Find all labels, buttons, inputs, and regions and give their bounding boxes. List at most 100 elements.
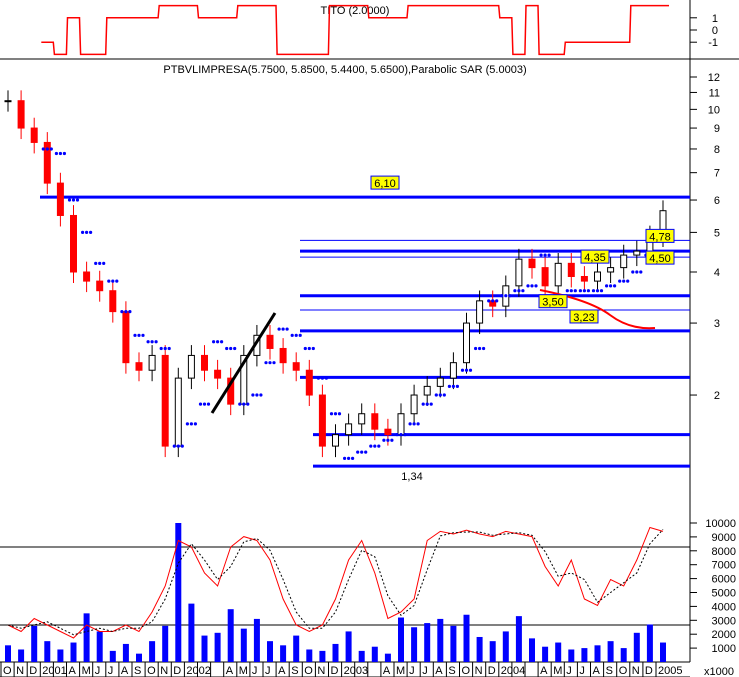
x-tick-label: A	[69, 665, 77, 677]
price-candle	[554, 262, 562, 287]
x-tick-label: D	[331, 665, 339, 677]
volume-bar	[646, 624, 653, 662]
price-candle	[332, 434, 339, 447]
sar-dot	[605, 284, 609, 288]
price-candle	[567, 262, 575, 277]
y-tick-label: 4	[714, 267, 720, 279]
sar-dot	[337, 412, 342, 416]
volume-bar	[450, 625, 457, 662]
price-candle	[633, 250, 641, 256]
sar-dot	[107, 279, 111, 283]
price-candle	[476, 300, 484, 324]
price-candle	[410, 394, 418, 415]
sar-dot	[120, 310, 124, 314]
y-tick-label: 0	[712, 25, 718, 37]
y-tick-label: 1	[712, 13, 718, 25]
price-candle	[109, 290, 117, 313]
sar-dot	[307, 346, 311, 351]
price-candle	[528, 258, 536, 269]
x-tick-label: O	[304, 665, 313, 677]
sar-dot	[639, 270, 643, 274]
x-tick-label: D	[29, 665, 37, 677]
sar-dot	[238, 402, 242, 406]
volume-bar	[201, 635, 208, 662]
x-tick-label: D	[645, 665, 653, 677]
sar-dot	[311, 346, 315, 351]
x-tick-label: D	[488, 665, 496, 677]
volume-bar	[542, 646, 549, 662]
x-tick-label: N	[475, 665, 483, 677]
price-candle	[607, 267, 615, 273]
sar-dot	[75, 198, 80, 202]
x-tick-label: 2002	[186, 665, 210, 677]
sar-dot	[212, 340, 216, 344]
sar-dot	[277, 327, 281, 331]
sar-dot	[573, 289, 577, 293]
sar-dot	[102, 261, 106, 265]
sar-dot	[172, 444, 176, 448]
volume-bar	[267, 641, 273, 662]
sar-dot	[609, 284, 613, 288]
oscillator-line	[7, 526, 664, 639]
trendline	[210, 312, 277, 414]
y-tick-label: 11	[709, 87, 720, 99]
sar-dot	[81, 230, 85, 234]
sar-dot	[285, 327, 289, 331]
x-tick-label: M	[82, 665, 91, 677]
sar-dot	[163, 346, 167, 351]
volume-bar	[109, 650, 116, 662]
price-candle	[161, 354, 169, 447]
sar-dot	[137, 333, 141, 337]
sar-dot	[98, 261, 102, 265]
x-tick-label: A	[226, 665, 234, 677]
x-tick-label: J	[409, 665, 415, 677]
price-candle	[201, 354, 208, 371]
price-candle	[449, 362, 457, 379]
sar-dot	[111, 279, 115, 283]
x-tick-label: S	[291, 665, 298, 677]
sar-dot	[455, 384, 459, 388]
sar-dot	[298, 333, 302, 337]
sar-dot	[500, 294, 504, 298]
volume-bar	[227, 609, 234, 662]
x-tick-label: D	[173, 665, 181, 677]
price-candle	[43, 141, 51, 184]
sar-dot	[434, 393, 438, 397]
sar-dot	[504, 294, 508, 298]
level-label-box	[645, 228, 675, 243]
sar-dot	[508, 294, 512, 298]
sar-dot	[189, 422, 193, 426]
x-tick-label: A	[121, 665, 129, 677]
price-candle	[318, 394, 326, 447]
level-label: 6,10	[374, 178, 395, 190]
volume-bar	[581, 648, 588, 662]
sar-dot	[225, 346, 229, 351]
sar-dot	[351, 456, 355, 460]
sar-dot	[599, 289, 604, 293]
volume-bar	[515, 616, 522, 662]
sar-dot	[364, 450, 368, 454]
sar-dot	[626, 279, 630, 283]
x-tick-label: S	[448, 665, 455, 677]
volume-bar	[633, 632, 640, 662]
price-candle	[515, 258, 523, 287]
level-label: 1,34	[401, 471, 422, 483]
volume-bar	[555, 642, 562, 662]
sar-dot	[578, 289, 583, 293]
price-candle	[463, 322, 470, 364]
x-tick-label: N	[16, 665, 24, 677]
sar-dot	[251, 393, 255, 397]
y-tick-label: 2000	[712, 629, 736, 641]
sar-dot	[41, 147, 45, 151]
sar-dot	[447, 384, 451, 388]
price-candle	[436, 377, 444, 387]
sar-dot	[517, 289, 521, 293]
sar-dot	[395, 433, 399, 437]
volume-bar	[280, 645, 287, 662]
price-candle	[17, 100, 25, 129]
sar-dot	[534, 284, 538, 288]
volume-bar	[293, 635, 300, 662]
sar-dot	[128, 310, 132, 314]
